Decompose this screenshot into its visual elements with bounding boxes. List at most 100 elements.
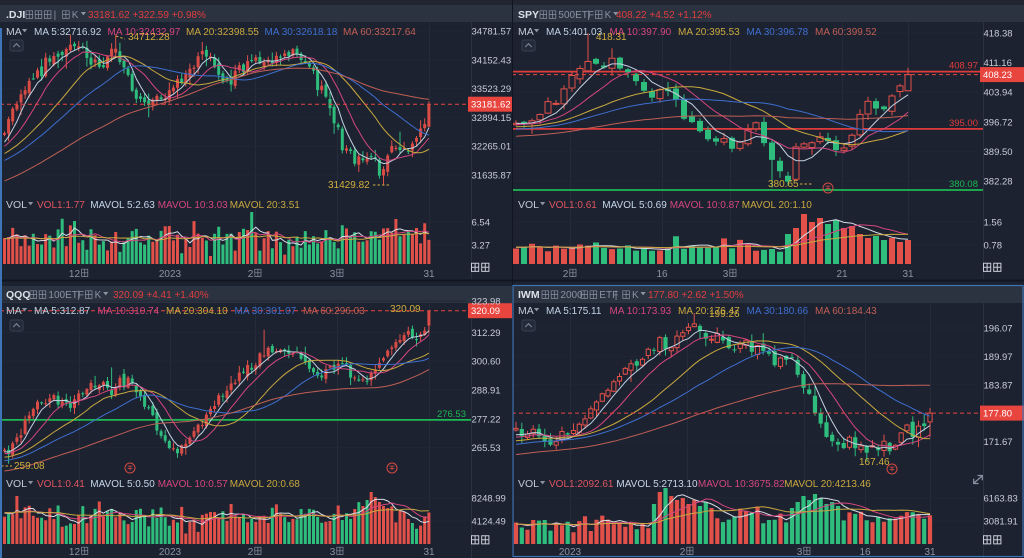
svg-text:32894.15: 32894.15 bbox=[472, 113, 512, 124]
svg-text:31: 31 bbox=[902, 269, 914, 279]
svg-text:MAVOL 10:0.57: MAVOL 10:0.57 bbox=[158, 479, 228, 490]
svg-text:|: | bbox=[77, 290, 80, 301]
svg-text:0.78: 0.78 bbox=[984, 241, 1003, 252]
svg-text:21: 21 bbox=[836, 269, 848, 279]
svg-text:MA: MA bbox=[518, 26, 534, 38]
svg-text:2023: 2023 bbox=[159, 269, 182, 279]
svg-text:288.91: 288.91 bbox=[472, 386, 501, 397]
svg-text:382.28: 382.28 bbox=[984, 177, 1013, 188]
svg-text:33181.62 +322.59 +0.98%: 33181.62 +322.59 +0.98% bbox=[88, 10, 206, 21]
svg-text:MAVOL 5:2713.10: MAVOL 5:2713.10 bbox=[616, 479, 698, 490]
svg-text:MA 60:33217.64: MA 60:33217.64 bbox=[343, 27, 416, 38]
svg-text:MA 30:301.07: MA 30:301.07 bbox=[235, 306, 297, 317]
svg-text:177.80 +2.62 +1.50%: 177.80 +2.62 +1.50% bbox=[648, 290, 744, 301]
svg-text:265.53: 265.53 bbox=[472, 443, 501, 454]
svg-text:4124.49: 4124.49 bbox=[472, 517, 506, 528]
svg-text:K: K bbox=[632, 290, 639, 301]
svg-text:3: 3 bbox=[797, 547, 803, 558]
svg-text:12: 12 bbox=[69, 547, 81, 558]
svg-text:MA 30:32618.18: MA 30:32618.18 bbox=[265, 27, 338, 38]
svg-text:MA 20:32398.55: MA 20:32398.55 bbox=[186, 27, 259, 38]
svg-text:2: 2 bbox=[680, 547, 686, 558]
svg-text:411.16: 411.16 bbox=[984, 58, 1012, 69]
svg-text:|: | bbox=[587, 10, 590, 21]
svg-text:VOL1:2092.61: VOL1:2092.61 bbox=[549, 479, 614, 490]
svg-text:300.60: 300.60 bbox=[472, 357, 501, 368]
svg-text:VOL: VOL bbox=[518, 199, 539, 211]
svg-text:MA 20:395.53: MA 20:395.53 bbox=[678, 27, 740, 38]
svg-text:K: K bbox=[605, 10, 612, 21]
svg-text:320.09: 320.09 bbox=[471, 306, 500, 317]
svg-text:171.67: 171.67 bbox=[984, 437, 1013, 448]
svg-text:K: K bbox=[95, 290, 102, 301]
svg-text:VOL1:1.77: VOL1:1.77 bbox=[37, 200, 85, 211]
svg-text:VOL: VOL bbox=[6, 478, 27, 490]
svg-text:MA: MA bbox=[518, 305, 534, 317]
svg-text:MA 60:399.52: MA 60:399.52 bbox=[815, 27, 877, 38]
svg-text:MA 20:304.10: MA 20:304.10 bbox=[166, 306, 228, 317]
svg-text:177.80: 177.80 bbox=[983, 409, 1012, 420]
svg-text:VOL: VOL bbox=[518, 478, 539, 490]
svg-text:31635.87: 31635.87 bbox=[472, 171, 512, 182]
svg-text:IWM: IWM bbox=[518, 289, 540, 301]
svg-text:189.97: 189.97 bbox=[984, 352, 1013, 363]
svg-text:MA 5:32716.92: MA 5:32716.92 bbox=[34, 27, 102, 38]
svg-text:33181.62: 33181.62 bbox=[471, 100, 511, 111]
svg-text:320.09 +4.41 +1.40%: 320.09 +4.41 +1.40% bbox=[113, 290, 209, 301]
svg-text:167.46: 167.46 bbox=[859, 457, 890, 468]
svg-text:380.65: 380.65 bbox=[768, 179, 799, 190]
svg-text:320.09: 320.09 bbox=[390, 304, 421, 315]
svg-text:408.22 +4.52 +1.12%: 408.22 +4.52 +1.12% bbox=[616, 10, 712, 21]
svg-text:.DJI: .DJI bbox=[6, 9, 25, 21]
svg-text:2023: 2023 bbox=[559, 547, 582, 558]
svg-text:MAVOL 10:0.87: MAVOL 10:0.87 bbox=[670, 200, 740, 211]
svg-text:199.26: 199.26 bbox=[709, 309, 740, 320]
svg-text:MA 10:310.74: MA 10:310.74 bbox=[98, 306, 160, 317]
svg-text:418.31: 418.31 bbox=[596, 32, 627, 43]
svg-text:259.08: 259.08 bbox=[14, 461, 45, 472]
svg-text:2: 2 bbox=[248, 269, 254, 279]
svg-text:3: 3 bbox=[330, 547, 336, 558]
svg-text:33523.29: 33523.29 bbox=[472, 84, 512, 95]
svg-text:31: 31 bbox=[423, 547, 435, 558]
svg-text:MA 10:173.93: MA 10:173.93 bbox=[610, 306, 672, 317]
svg-text:396.72: 396.72 bbox=[984, 117, 1013, 128]
svg-text:VOL1:0.41: VOL1:0.41 bbox=[37, 479, 85, 490]
svg-text:100ETF: 100ETF bbox=[48, 290, 84, 301]
svg-text:MAVOL 5:2.63: MAVOL 5:2.63 bbox=[90, 200, 155, 211]
svg-text:MAVOL 20:4213.46: MAVOL 20:4213.46 bbox=[784, 479, 871, 490]
svg-text:MAVOL 10:3.03: MAVOL 10:3.03 bbox=[158, 200, 228, 211]
svg-text:2000: 2000 bbox=[560, 290, 583, 301]
svg-text:8248.99: 8248.99 bbox=[472, 494, 506, 505]
svg-text:389.50: 389.50 bbox=[984, 147, 1013, 158]
svg-text:MA 10:32432.97: MA 10:32432.97 bbox=[108, 27, 181, 38]
svg-text:MAVOL 20:1.10: MAVOL 20:1.10 bbox=[742, 200, 812, 211]
svg-text:380.08: 380.08 bbox=[949, 179, 978, 190]
svg-text:VOL: VOL bbox=[6, 199, 27, 211]
svg-text:31: 31 bbox=[423, 269, 435, 279]
svg-text:MAVOL 5:0.50: MAVOL 5:0.50 bbox=[90, 479, 155, 490]
svg-text:MA 5:312.87: MA 5:312.87 bbox=[34, 306, 91, 317]
svg-text:MA: MA bbox=[6, 26, 22, 38]
svg-text:6.54: 6.54 bbox=[472, 218, 491, 229]
svg-text:408.97: 408.97 bbox=[949, 61, 978, 72]
svg-text:395.00: 395.00 bbox=[949, 118, 978, 129]
svg-text:34152.43: 34152.43 bbox=[472, 55, 512, 66]
svg-text:2023: 2023 bbox=[159, 547, 182, 558]
svg-text:3.27: 3.27 bbox=[472, 241, 491, 252]
svg-text:6163.83: 6163.83 bbox=[984, 494, 1018, 505]
svg-text:1.56: 1.56 bbox=[984, 218, 1003, 229]
svg-text:MA 60:184.43: MA 60:184.43 bbox=[815, 306, 877, 317]
svg-text:K: K bbox=[72, 10, 79, 21]
svg-text:31429.82: 31429.82 bbox=[328, 180, 370, 191]
svg-text:34712.28: 34712.28 bbox=[128, 32, 170, 43]
svg-text:MA 30:396.78: MA 30:396.78 bbox=[747, 27, 809, 38]
svg-text:403.94: 403.94 bbox=[984, 88, 1013, 99]
svg-text:16: 16 bbox=[859, 547, 871, 558]
svg-text:3081.91: 3081.91 bbox=[984, 517, 1018, 528]
svg-text:34781.57: 34781.57 bbox=[472, 27, 512, 38]
svg-text:MA 5:401.03: MA 5:401.03 bbox=[546, 27, 603, 38]
svg-text:2: 2 bbox=[563, 269, 569, 279]
svg-text:SPY: SPY bbox=[518, 9, 539, 21]
svg-text:418.38: 418.38 bbox=[984, 29, 1013, 40]
